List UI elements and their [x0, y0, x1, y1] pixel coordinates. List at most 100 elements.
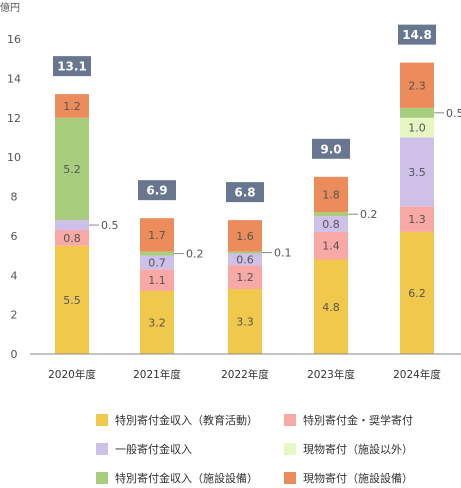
y-tick-label: 6 [11, 230, 18, 243]
bar-segment [314, 212, 348, 217]
legend-item-scholarship: 特別寄付金・奨学寄付 [284, 412, 413, 428]
y-tick-label: 14 [7, 72, 21, 85]
legend-item-inkind-other: 現物寄付（施設以外） [284, 441, 413, 457]
data-label: 6.2 [408, 287, 426, 300]
y-tick-label: 4 [11, 269, 18, 282]
bar-segment [400, 137, 434, 207]
x-category-label: 2024年度 [393, 368, 441, 381]
total-label: 9.0 [320, 142, 341, 156]
y-tick-label: 8 [11, 191, 18, 204]
x-category-label: 2021年度 [133, 368, 181, 381]
bars [55, 62, 434, 354]
y-tick-label: 12 [7, 112, 21, 125]
bar-segment [228, 220, 262, 252]
total-badge [312, 138, 350, 159]
legend-swatch [284, 443, 296, 455]
data-label: 3.5 [408, 166, 426, 179]
data-label: 0.8 [63, 232, 81, 245]
bar-segment [140, 255, 174, 270]
total-badge [226, 182, 264, 203]
bar-segment [400, 206, 434, 232]
total-badge [53, 56, 91, 77]
bar-segment [140, 218, 174, 252]
total-label: 14.8 [402, 28, 432, 42]
data-label: 4.8 [322, 301, 340, 314]
bar-segment [55, 220, 89, 230]
legend-swatch [96, 414, 108, 426]
bar-segment [228, 253, 262, 266]
y-axis-unit-label: 億円 [0, 1, 20, 14]
data-label: 2.3 [408, 79, 426, 92]
legend-label: 特別寄付金・奨学寄付 [303, 414, 413, 427]
y-tick-label: 0 [11, 348, 18, 361]
legend-label: 現物寄付（施設設備） [303, 472, 413, 485]
bar-segment [140, 291, 174, 354]
legend-item-general: 一般寄付金収入 [96, 441, 192, 457]
bar-annotations: 5.5 0.8 0.5 5.2 1.2 13.1 3.2 1.1 0.7 0.2 1.7 6.9 3.3… [53, 24, 461, 330]
y-tick-label: 16 [7, 33, 21, 46]
legend: 特別寄付金収入（教育活動） 特別寄付金・奨学寄付 一般寄付金収入 現物寄付（施設… [96, 404, 436, 488]
data-label: 0.6 [236, 254, 254, 267]
bar-segment [314, 176, 348, 213]
data-label: 0.7 [148, 256, 166, 269]
total-label: 6.9 [146, 184, 167, 198]
legend-item-facility: 特別寄付金収入（施設設備） [96, 470, 258, 486]
legend-swatch [96, 443, 108, 455]
bar-segment [55, 229, 89, 246]
bar-segment [228, 251, 262, 254]
y-tick-label: 2 [11, 309, 18, 322]
x-category-label: 2022年度 [221, 368, 269, 381]
legend-label: 一般寄付金収入 [115, 443, 192, 456]
legend-swatch [284, 472, 296, 484]
data-label: 0.2 [186, 248, 204, 261]
data-label: 1.7 [148, 229, 166, 242]
x-category-label: 2023年度 [307, 368, 355, 381]
data-label: 1.8 [322, 189, 340, 202]
bar-segment [400, 62, 434, 108]
data-label: 3.3 [236, 316, 254, 329]
y-axis-ticks: 0 2 4 6 8 10 12 14 16 [7, 33, 21, 361]
stacked-bar-chart: 億円 0 2 4 6 8 10 12 14 16 5.5 0.8 0.5 5.2 1.2 13.1 3.2 1… [0, 1, 461, 381]
total-label: 13.1 [57, 60, 87, 74]
legend-label: 特別寄付金収入（施設設備） [115, 472, 258, 485]
legend-label: 特別寄付金収入（教育活動） [115, 414, 258, 427]
bar-segment [314, 259, 348, 354]
data-label: 1.2 [63, 100, 81, 113]
data-label: 1.6 [236, 230, 254, 243]
legend-item-teaching: 特別寄付金収入（教育活動） [96, 412, 258, 428]
x-category-label: 2020年度 [48, 368, 96, 381]
y-tick-label: 10 [7, 151, 21, 164]
data-label: 1.1 [148, 274, 166, 287]
data-label: 1.2 [236, 271, 254, 284]
data-label: 1.4 [322, 240, 340, 253]
legend-item-inkind-facility: 現物寄付（施設設備） [284, 470, 413, 486]
total-badge [138, 180, 176, 201]
bar-segment [400, 231, 434, 354]
bar-segment [140, 251, 174, 256]
data-label: 0.8 [322, 218, 340, 231]
bar-segment [55, 94, 89, 118]
data-label: 1.0 [408, 122, 426, 135]
legend-label: 現物寄付（施設以外） [303, 443, 413, 456]
data-label: 0.1 [274, 247, 292, 260]
data-label: 0.5 [101, 219, 119, 232]
bar-segment [228, 289, 262, 354]
total-label: 6.8 [234, 186, 255, 200]
x-axis-categories: 2020年度 2021年度 2022年度 2023年度 2024年度 [48, 368, 441, 381]
bar-segment [314, 216, 348, 232]
bar-segment [400, 107, 434, 118]
legend-swatch [284, 414, 296, 426]
total-badge [398, 24, 436, 45]
data-label: 5.5 [63, 294, 81, 307]
bar-segment [55, 117, 89, 221]
data-label: 1.3 [408, 213, 426, 226]
bar-segment [140, 269, 174, 291]
bar-segment [314, 231, 348, 260]
legend-swatch [96, 472, 108, 484]
data-label: 5.2 [63, 163, 81, 176]
bar-segment [55, 245, 89, 354]
data-label: 0.5 [446, 107, 461, 120]
data-label: 0.2 [360, 208, 378, 221]
bar-segment [400, 117, 434, 138]
data-label: 3.2 [148, 317, 166, 330]
